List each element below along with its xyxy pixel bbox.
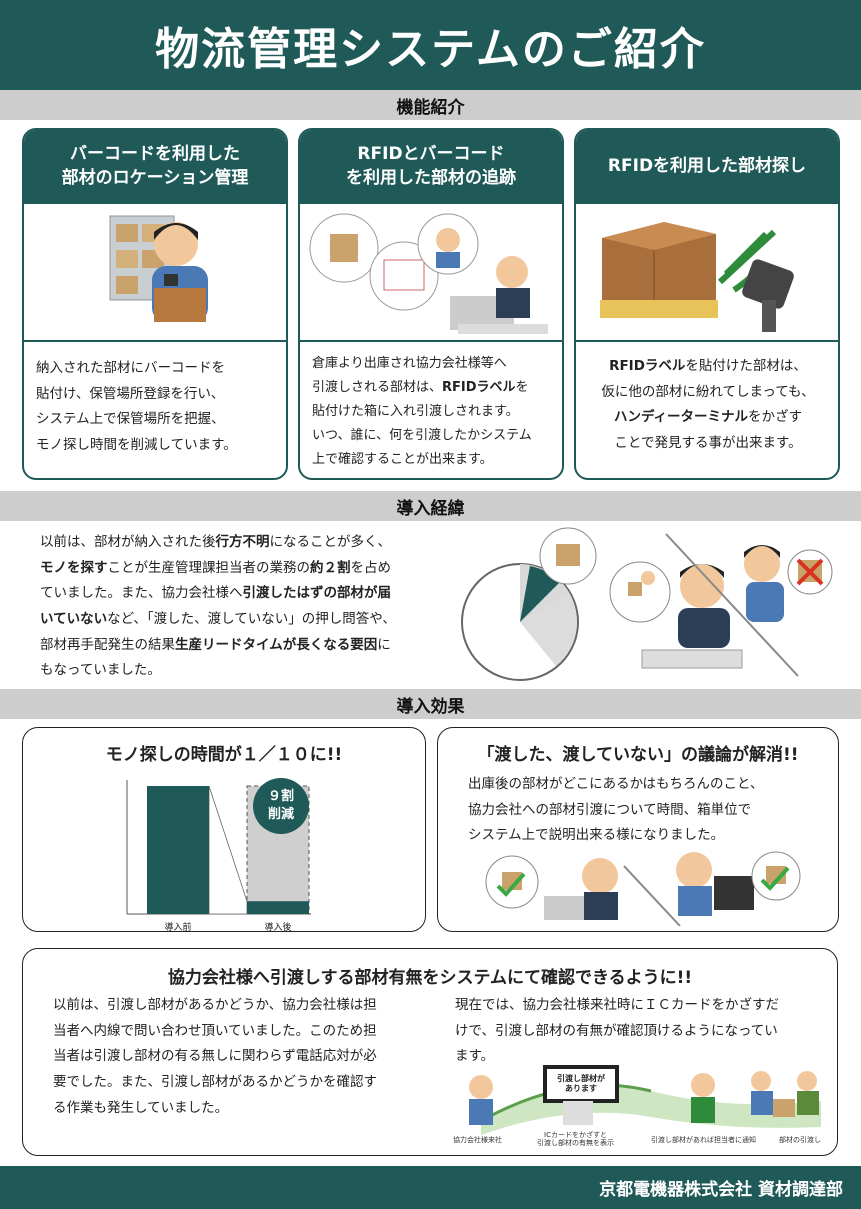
body-line: 上で確認することが出来ます。 <box>312 452 493 468</box>
body-line: 引渡しされる部材は、RFIDラベルを <box>312 380 529 396</box>
effect-card-dispute: 「渡した、渡していない」の議論が解消!! 出庫後の部材がどこにあるかはもちろんの… <box>437 727 839 932</box>
text-line: 当者へ内線で問い合わせ頂いていました。このため担 <box>53 1022 377 1039</box>
body-line: 貼付け、保管場所登録を行い、 <box>36 385 225 402</box>
title-line: バーコードを利用した <box>70 144 240 165</box>
feature-card-rfid-search: RFIDを利用した部材探し RFIDラベルを貼付けた部材は、 仮に他の部材に紛れ… <box>574 128 840 480</box>
footer-company: 京都電機器株式会社 資材調達部 <box>0 1166 861 1209</box>
title-line: 部材のロケーション管理 <box>61 168 249 188</box>
ic-card-process-illustration: 引渡し部材が あります 協力会社様来社 ICカードをかざすと 引渡し部材の有無を… <box>451 1061 831 1153</box>
title-line: RFIDとバーコード <box>357 144 505 165</box>
text-line: けで、引渡し部材の有無が確認頂けるようになってい <box>455 1022 778 1039</box>
text-line: 以前は、引渡し部材があるかどうか、協力会社様は担 <box>53 997 377 1013</box>
bar-after <box>247 901 309 914</box>
body-line: ハンディーターミナルをかざす <box>613 409 803 426</box>
history-text: 以前は、部材が納入された後行方不明になることが多く、 モノを探すことが生産管理課… <box>40 530 440 684</box>
effect-time-title: モノ探しの時間が１／１０に!! <box>105 745 343 765</box>
body-line: システム上で保管場所を把握、 <box>36 411 225 428</box>
text-line: システム上で説明出来る様になりました。 <box>468 827 725 844</box>
effect-confirm-before-text: 以前は、引渡し部材があるかどうか、協力会社様は担 当者へ内線で問い合わせ頂いてい… <box>53 993 377 1121</box>
effect-card-confirm: 協力会社様へ引渡しする部材有無をシステムにて確認できるように!! 以前は、引渡し… <box>22 948 838 1156</box>
screen-line: あります <box>565 1084 597 1093</box>
text-line: 協力会社への部材引渡について時間、箱単位で <box>468 801 752 818</box>
body-line: 仮に他の部材に紛れてしまっても、 <box>601 383 815 400</box>
dispute-illustration <box>484 846 804 927</box>
body-line: 貼付けた箱に入れ引渡しされます。 <box>312 404 519 420</box>
x-tick-label: 導入前 <box>164 921 191 933</box>
feature-card-rfid-tracking: RFIDとバーコード を利用した部材の追跡 倉庫より出庫され協力会社様等へ 引渡… <box>298 128 564 480</box>
history-line: モノを探すことが生産管理課担当者の業務の約２割を占め <box>40 559 391 576</box>
history-illustration <box>456 526 856 682</box>
effect-card-time: モノ探しの時間が１／１０に!! 導入前 導入後 ９割 削減 <box>22 727 426 933</box>
section-effects-header: 導入効果 <box>0 689 861 719</box>
body-line: ことで発見する事が出来ます。 <box>614 434 802 451</box>
effect-dispute-text: 出庫後の部材がどこにあるかはもちろんのこと、 協力会社への部材引渡について時間、… <box>468 772 764 849</box>
text-line: ます。 <box>455 1048 495 1065</box>
x-tick-label: 導入後 <box>264 921 291 933</box>
text-line: る作業も発生していました。 <box>53 1099 229 1116</box>
body-line: いつ、誰に、何を引渡したかシステム <box>312 428 532 444</box>
reduction-badge: ９割 削減 <box>253 778 309 834</box>
body-line: 倉庫より出庫され協力会社様等へ <box>312 356 507 371</box>
caption-visit: 協力会社様来社 <box>453 1136 502 1144</box>
effect-confirm-title: 協力会社様へ引渡しする部材有無をシステムにて確認できるように!! <box>167 968 693 988</box>
history-line: ていました。また、協力会社様へ引渡したはずの部材が届 <box>40 585 391 602</box>
feature-card-barcode: バーコードを利用した 部材のロケーション管理 納入された部材にバーコードを 貼付… <box>22 128 288 480</box>
screen-message: 引渡し部材が あります <box>547 1069 615 1099</box>
title-line: RFIDを利用した部材探し <box>607 156 807 177</box>
history-line: 以前は、部材が納入された後行方不明になることが多く、 <box>40 534 391 550</box>
pallet-scanner-illustration <box>576 204 838 342</box>
feature-card-title: RFIDを利用した部材探し <box>576 130 838 204</box>
bar-before <box>147 786 209 914</box>
warehouse-worker-illustration <box>24 204 286 342</box>
section-features-header: 機能紹介 <box>0 90 861 120</box>
feature-card-body: RFIDラベルを貼付けた部材は、 仮に他の部材に紛れてしまっても、 ハンディータ… <box>576 342 838 457</box>
caption-notify: 引渡し部材があれば担当者に通知 <box>651 1136 756 1144</box>
history-line: もなっていました。 <box>40 662 161 679</box>
screen-line: 引渡し部材が <box>557 1073 605 1083</box>
bar-connector <box>208 785 248 915</box>
body-line: モノ探し時間を削減しています。 <box>36 436 237 453</box>
text-line: 当者は引渡し部材の有る無しに関わらず電話応対が必 <box>53 1048 377 1065</box>
badge-line: ９割 <box>267 789 294 805</box>
title-line: を利用した部材の追跡 <box>346 168 516 188</box>
history-line: いていないなど、「渡した、渡していない」の押し問答や、 <box>40 610 396 627</box>
caption-handover: 部材の引渡し <box>779 1136 821 1144</box>
effect-confirm-after-text: 現在では、協力会社様来社時にＩＣカードをかざすだ けで、引渡し部材の有無が確認頂… <box>455 993 779 1070</box>
feature-card-title: RFIDとバーコード を利用した部材の追跡 <box>300 130 562 204</box>
body-line: 納入された部材にバーコードを <box>36 360 225 376</box>
tracking-illustration <box>300 204 562 342</box>
history-line: 部材再手配発生の結果生産リードタイムが長くなる要因に <box>40 636 391 653</box>
time-reduction-chart: 導入前 導入後 <box>126 780 311 933</box>
feature-card-body: 倉庫より出庫され協力会社様等へ 引渡しされる部材は、RFIDラベルを 貼付けた箱… <box>300 342 562 472</box>
feature-card-body: 納入された部材にバーコードを 貼付け、保管場所登録を行い、 システム上で保管場所… <box>24 342 286 459</box>
page-title: 物流管理システムのご紹介 <box>0 0 861 90</box>
text-line: 現在では、協力会社様来社時にＩＣカードをかざすだ <box>455 997 779 1013</box>
badge-line: 削減 <box>267 807 294 822</box>
effect-dispute-title: 「渡した、渡していない」の議論が解消!! <box>477 745 799 765</box>
text-line: 出庫後の部材がどこにあるかはもちろんのこと、 <box>468 776 764 792</box>
caption-ic-card: ICカードをかざすと 引渡し部材の有無を表示 <box>537 1131 614 1148</box>
body-line: RFIDラベルを貼付けた部材は、 <box>609 358 807 374</box>
feature-card-title: バーコードを利用した 部材のロケーション管理 <box>24 130 286 204</box>
text-line: 要でした。また、引渡し部材があるかどうかを確認す <box>53 1073 377 1090</box>
section-history-header: 導入経緯 <box>0 491 861 521</box>
